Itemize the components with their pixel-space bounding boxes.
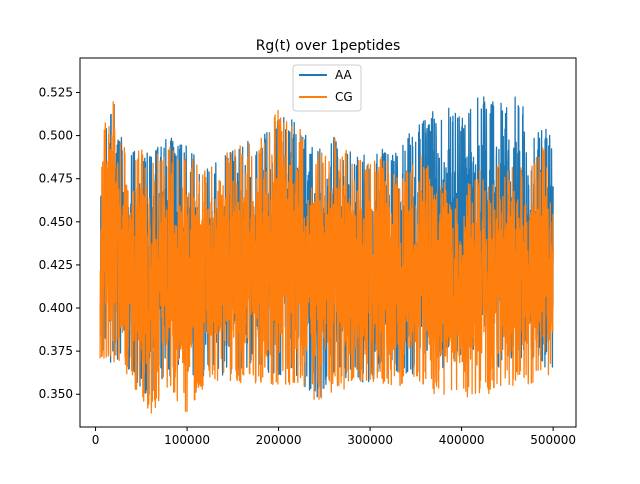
- x-tick-label: 200000: [256, 433, 302, 447]
- y-tick-label: 0.400: [39, 301, 73, 315]
- x-tick-label: 100000: [164, 433, 210, 447]
- series-line-cg: [99, 101, 554, 414]
- y-tick-label: 0.450: [39, 215, 73, 229]
- y-tick-label: 0.425: [39, 258, 73, 272]
- y-tick-label: 0.525: [39, 85, 73, 99]
- y-tick-label: 0.475: [39, 172, 73, 186]
- x-axis: 0 100000 200000 300000 400000 500000: [92, 427, 576, 447]
- legend: AA CG: [292, 64, 362, 112]
- x-tick-label: 500000: [530, 433, 576, 447]
- legend-label-aa: AA: [335, 68, 353, 82]
- chart-title: Rg(t) over 1peptides: [256, 38, 401, 54]
- legend-box: [292, 64, 362, 112]
- y-tick-label: 0.500: [39, 129, 73, 143]
- x-tick-label: 400000: [439, 433, 485, 447]
- y-tick-label: 0.375: [39, 344, 73, 358]
- series-line-aa: [99, 96, 554, 401]
- axes-frame: [79, 57, 577, 428]
- x-tick-label: 300000: [347, 433, 393, 447]
- plot-area: [99, 96, 554, 414]
- y-axis: 0.350 0.375 0.400 0.425 0.450 0.475 0.500 0.525: [39, 85, 80, 401]
- legend-label-cg: CG: [335, 90, 353, 104]
- y-tick-label: 0.350: [39, 387, 73, 401]
- x-tick-label: 0: [92, 433, 100, 447]
